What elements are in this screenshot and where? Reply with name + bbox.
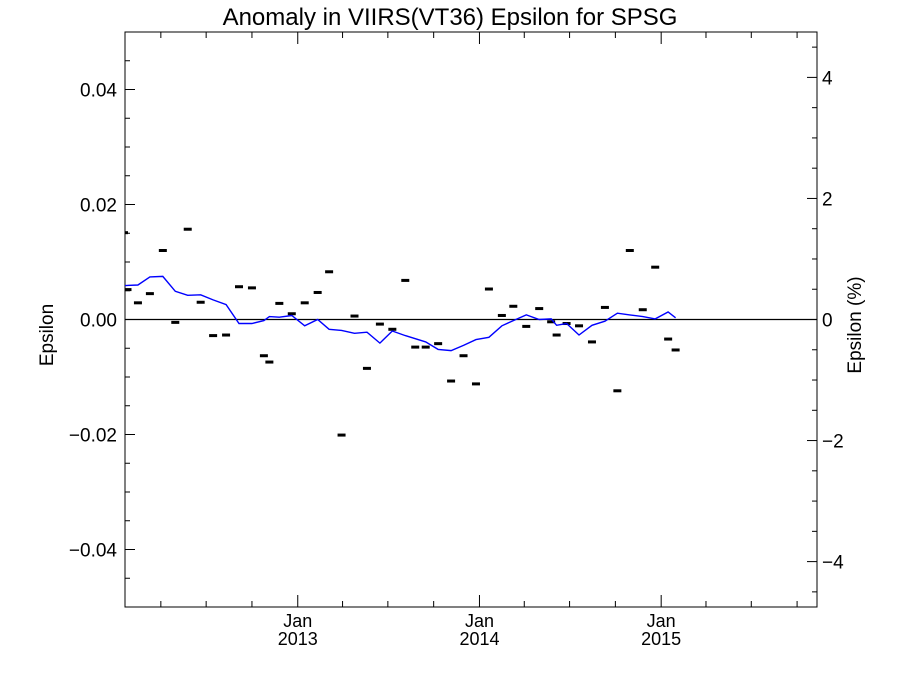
data-point	[133, 301, 142, 305]
y-tick-label: −0.02	[69, 426, 117, 447]
data-point	[587, 340, 596, 344]
data-point	[275, 301, 284, 305]
data-point	[259, 354, 268, 358]
y2-tick-label: 2	[822, 189, 833, 210]
data-point	[222, 333, 231, 337]
data-point	[509, 304, 518, 308]
y2-tick-label: 4	[822, 68, 833, 89]
data-point	[145, 292, 154, 296]
y2-tick-label: −2	[822, 432, 844, 453]
y2-tick-label: −4	[822, 553, 844, 574]
chart-title: Anomaly in VIIRS(VT36) Epsilon for SPSG	[222, 4, 678, 31]
x-tick-label-year: 2015	[641, 629, 681, 649]
data-point	[651, 265, 660, 269]
data-point	[209, 334, 218, 338]
data-point	[613, 389, 622, 393]
data-point	[459, 354, 468, 358]
marks-layer	[125, 227, 680, 437]
data-point	[235, 285, 244, 289]
data-point	[552, 333, 561, 337]
data-point	[471, 382, 480, 386]
y-tick-label: 0.00	[80, 311, 117, 332]
data-point	[535, 307, 544, 311]
data-point	[337, 433, 346, 437]
y-tick-label: 0.02	[80, 196, 117, 217]
y-tick-label: −0.04	[69, 541, 118, 562]
data-point	[421, 345, 430, 349]
data-point	[484, 287, 493, 291]
x-tick-label-year: 2014	[459, 629, 499, 649]
data-point	[638, 308, 647, 312]
data-point	[183, 227, 192, 231]
data-point	[434, 342, 443, 346]
data-point	[600, 305, 609, 309]
data-point	[547, 320, 556, 324]
data-point	[388, 327, 397, 331]
data-point	[401, 278, 410, 282]
x-tick-label-month: Jan	[647, 611, 676, 631]
data-point	[325, 270, 334, 274]
data-point	[313, 290, 322, 294]
data-point	[171, 320, 180, 324]
data-point	[158, 249, 167, 252]
y2-tick-label: 0	[822, 311, 833, 332]
data-point	[300, 301, 309, 305]
data-point	[247, 286, 256, 290]
data-point	[447, 379, 456, 383]
x-tick-label-month: Jan	[465, 611, 494, 631]
data-point	[375, 322, 384, 326]
series-line-1	[125, 275, 677, 352]
data-point	[664, 337, 673, 341]
data-point	[287, 312, 296, 316]
x-tick-label-year: 2013	[278, 629, 318, 649]
data-point	[125, 288, 132, 292]
data-point	[196, 300, 205, 304]
data-point	[125, 231, 129, 235]
x-tick-label-month: Jan	[283, 611, 312, 631]
data-point	[350, 314, 359, 318]
data-point	[411, 345, 420, 349]
axes-layer: 0.040.020.00−0.02−0.04420−2−4Jan2013Jan2…	[69, 31, 844, 649]
data-point	[497, 313, 506, 317]
data-point	[522, 324, 531, 328]
data-point	[575, 324, 584, 328]
data-point	[362, 366, 371, 370]
data-point	[671, 348, 680, 352]
data-point	[265, 360, 274, 364]
y-tick-label: 0.04	[80, 81, 117, 102]
data-point	[625, 249, 634, 252]
